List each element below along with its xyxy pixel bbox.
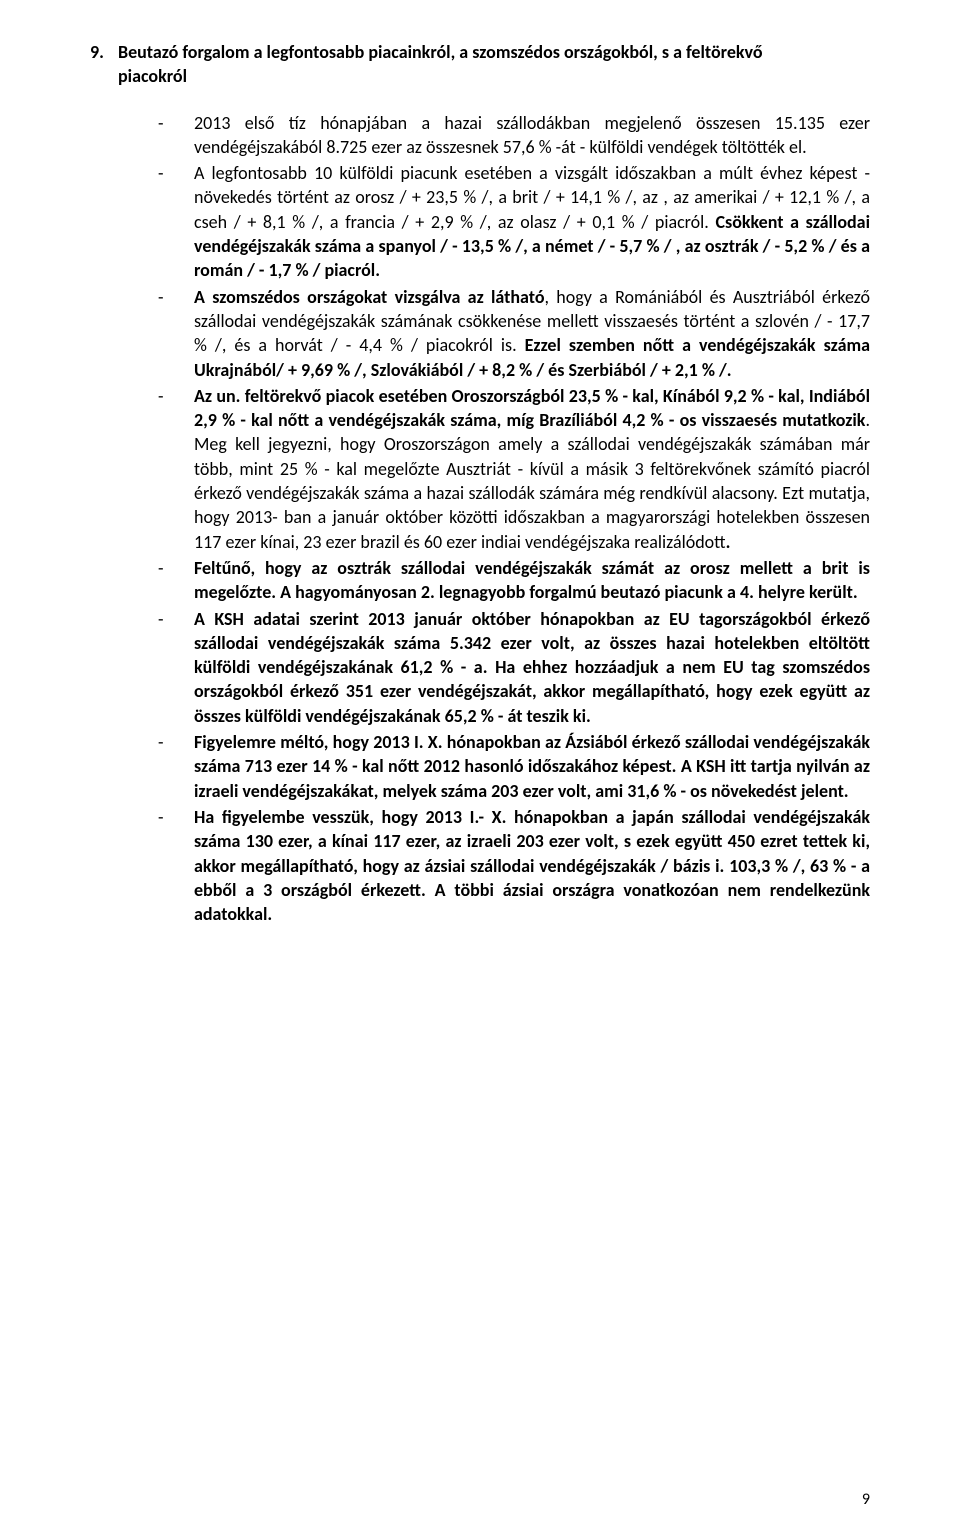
body-text-bold: . — [726, 531, 731, 553]
bullet-list: 2013 első tíz hónapjában a hazai szállod… — [90, 111, 870, 927]
list-item: 2013 első tíz hónapjában a hazai szállod… — [158, 111, 870, 160]
list-item: Az un. feltörekvő piacok esetében Oroszo… — [158, 384, 870, 554]
list-item: Ha figyelembe vesszük, hogy 2013 I.- X. … — [158, 805, 870, 926]
section-heading: 9.Beutazó forgalom a legfontosabb piacai… — [90, 40, 870, 89]
body-text-bold: A szomszédos országokat vizsgálva az lát… — [194, 286, 545, 308]
heading-line1: Beutazó forgalom a legfontosabb piacaink… — [118, 41, 763, 63]
heading-number: 9. — [90, 40, 118, 64]
document-page: 9.Beutazó forgalom a legfontosabb piacai… — [0, 0, 960, 1531]
body-text-bold: feltörekvő piacok esetében Oroszországbó… — [194, 385, 870, 431]
body-text: is. — [501, 334, 525, 356]
body-text-bold: Feltűnő, hogy az osztrák szállodai vendé… — [194, 557, 870, 603]
list-item: A szomszédos országokat vizsgálva az lát… — [158, 285, 870, 382]
body-text: 2013 első tíz hónapjában a hazai szállod… — [194, 112, 870, 158]
list-item: Figyelemre méltó, hogy 2013 I. X. hónapo… — [158, 730, 870, 803]
page-number: 9 — [862, 1489, 870, 1511]
list-item: A KSH adatai szerint 2013 január október… — [158, 607, 870, 728]
body-text-bold: Ha figyelembe vesszük, hogy 2013 I.- X. … — [194, 806, 870, 925]
body-text-bold: Az un. — [194, 385, 245, 407]
heading-line2: piacokról — [90, 64, 870, 88]
list-item: A legfontosabb 10 külföldi piacunk eseté… — [158, 161, 870, 282]
list-item: Feltűnő, hogy az osztrák szállodai vendé… — [158, 556, 870, 605]
